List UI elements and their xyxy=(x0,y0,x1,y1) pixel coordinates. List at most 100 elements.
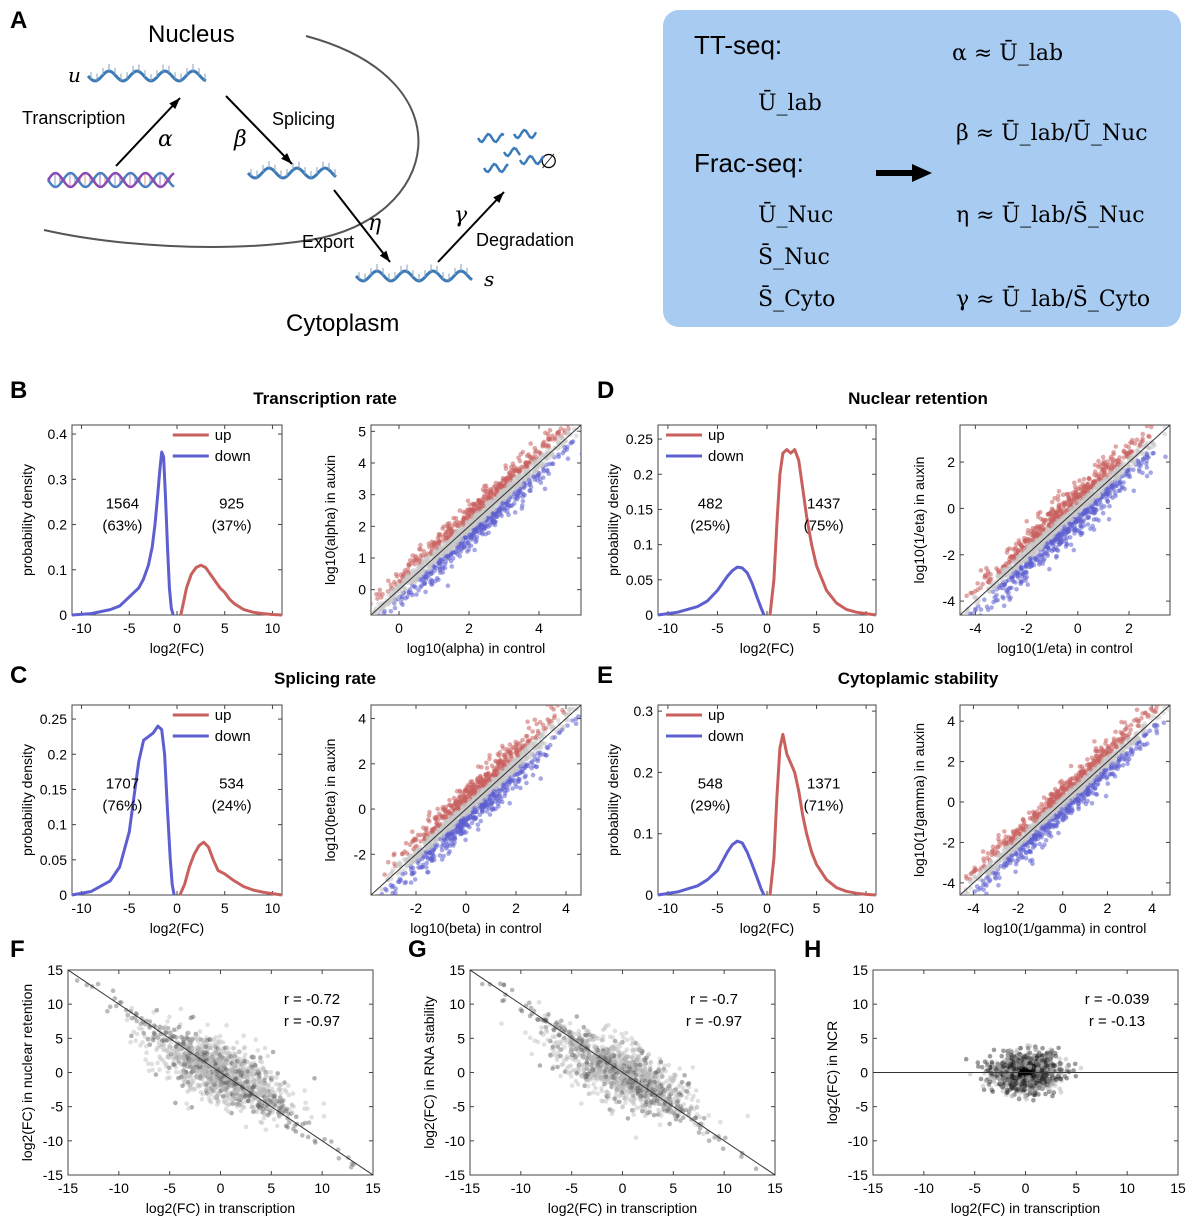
scatter-point xyxy=(429,571,435,576)
scatter-point xyxy=(483,523,489,529)
scatter-point xyxy=(515,493,520,499)
scatter-point xyxy=(1020,578,1025,584)
scatter-point xyxy=(1015,554,1020,560)
count-annotation: 482 xyxy=(698,496,723,513)
x-axis-label: log2(FC) xyxy=(740,920,794,936)
scatter-point xyxy=(394,574,400,579)
legend-label-down: down xyxy=(708,728,744,745)
scatter-point xyxy=(1055,548,1061,553)
scatter-point xyxy=(517,777,522,782)
scatter-point xyxy=(1118,480,1123,485)
scatter-point xyxy=(380,624,385,629)
scatter-point xyxy=(1112,491,1118,496)
scatter-point xyxy=(1114,483,1119,489)
x-tick-label: 4 xyxy=(535,620,543,636)
scatter-point xyxy=(491,788,497,794)
scatter-point xyxy=(1137,442,1143,447)
scatter-point xyxy=(1068,500,1073,505)
scatter-point xyxy=(508,779,514,784)
scatter-point xyxy=(392,636,397,641)
scatter-point xyxy=(530,729,535,734)
x-tick-label: -4 xyxy=(967,900,980,916)
scatter-point xyxy=(955,613,960,618)
scatter-point xyxy=(1056,519,1062,524)
scatter-point xyxy=(1144,473,1150,479)
count-annotation: 1564 xyxy=(106,496,139,513)
scatter-point xyxy=(402,578,407,584)
x-tick-label: 0 xyxy=(763,620,771,636)
scatter-point xyxy=(485,800,491,806)
scatter-point xyxy=(491,772,497,778)
scatter-point xyxy=(465,540,471,546)
scatter-point xyxy=(502,790,508,796)
scatter-point xyxy=(424,825,429,831)
scatter-point xyxy=(1140,470,1145,476)
scatter-point xyxy=(1175,422,1180,427)
scatter-point xyxy=(471,817,477,822)
estimation-box: TT-seq: Frac-seq: Ū_lab Ū_Nuc S̄_Nuc S̄_… xyxy=(663,10,1181,327)
x-tick-label: 4 xyxy=(1148,900,1156,916)
count-annotation: 925 xyxy=(219,496,244,513)
y-tick-label: 2 xyxy=(947,754,955,770)
scatter-point xyxy=(423,574,428,580)
scatter-point xyxy=(521,491,526,497)
scatter-point xyxy=(568,706,573,712)
scatter-point xyxy=(463,535,468,540)
scatter-point xyxy=(559,435,565,440)
x-tick-label: -5 xyxy=(123,620,136,636)
identity-line xyxy=(371,705,581,895)
y-tick-label: -2 xyxy=(354,846,367,862)
scatter-point xyxy=(978,585,983,591)
scatter-point xyxy=(461,828,467,833)
scatter-point xyxy=(365,627,370,632)
scatter-point xyxy=(957,639,962,644)
scatter-point xyxy=(434,576,440,581)
scatter-point xyxy=(448,558,454,564)
scatter-point xyxy=(379,887,385,892)
scatter-point xyxy=(428,577,434,583)
x-tick-label: 5 xyxy=(813,900,821,916)
scatter-point xyxy=(435,829,441,834)
scatter-point xyxy=(406,562,412,567)
scatter-point xyxy=(949,635,954,640)
axes-frame xyxy=(370,704,582,896)
scatter-point xyxy=(996,569,1001,575)
scatter-point xyxy=(510,786,515,791)
scatter-point xyxy=(352,927,357,932)
series-up xyxy=(179,563,283,617)
y-tick-label: 0.05 xyxy=(40,852,67,868)
scatter-point xyxy=(1028,532,1034,537)
scatter-point xyxy=(366,640,371,645)
scatter-point xyxy=(1041,519,1047,525)
scatter-point xyxy=(1140,438,1145,444)
scatter-point xyxy=(1128,449,1134,454)
scatter-point xyxy=(1002,567,1008,572)
scatter-point xyxy=(465,823,471,828)
scatter-point xyxy=(1117,488,1123,493)
scatter-point xyxy=(1066,527,1071,532)
scatter-point xyxy=(1000,586,1006,591)
scatter-point xyxy=(364,638,369,643)
scatter-point xyxy=(1144,465,1150,470)
scatter-point xyxy=(528,441,533,446)
scatter-point xyxy=(561,724,567,729)
scatter-point xyxy=(994,592,999,598)
scatter-point xyxy=(1072,528,1078,533)
scatter-point xyxy=(424,865,429,870)
scatter-point xyxy=(418,839,424,844)
scatter-point xyxy=(472,791,477,796)
scatter-point xyxy=(468,543,474,548)
scatter-point xyxy=(440,544,446,550)
scatter-point xyxy=(538,776,543,781)
scatter-point xyxy=(587,683,592,688)
scatter-point xyxy=(405,594,410,599)
scatter-point xyxy=(570,439,576,444)
nucleus-label: Nucleus xyxy=(148,21,235,48)
scatter-point xyxy=(547,718,552,724)
panel-letter-c: C xyxy=(10,662,27,689)
scatter-point xyxy=(440,566,446,571)
scatter-point xyxy=(982,597,987,602)
scatter-point xyxy=(530,772,536,778)
percent-annotation: (37%) xyxy=(212,518,252,535)
scatter-point xyxy=(520,503,525,508)
